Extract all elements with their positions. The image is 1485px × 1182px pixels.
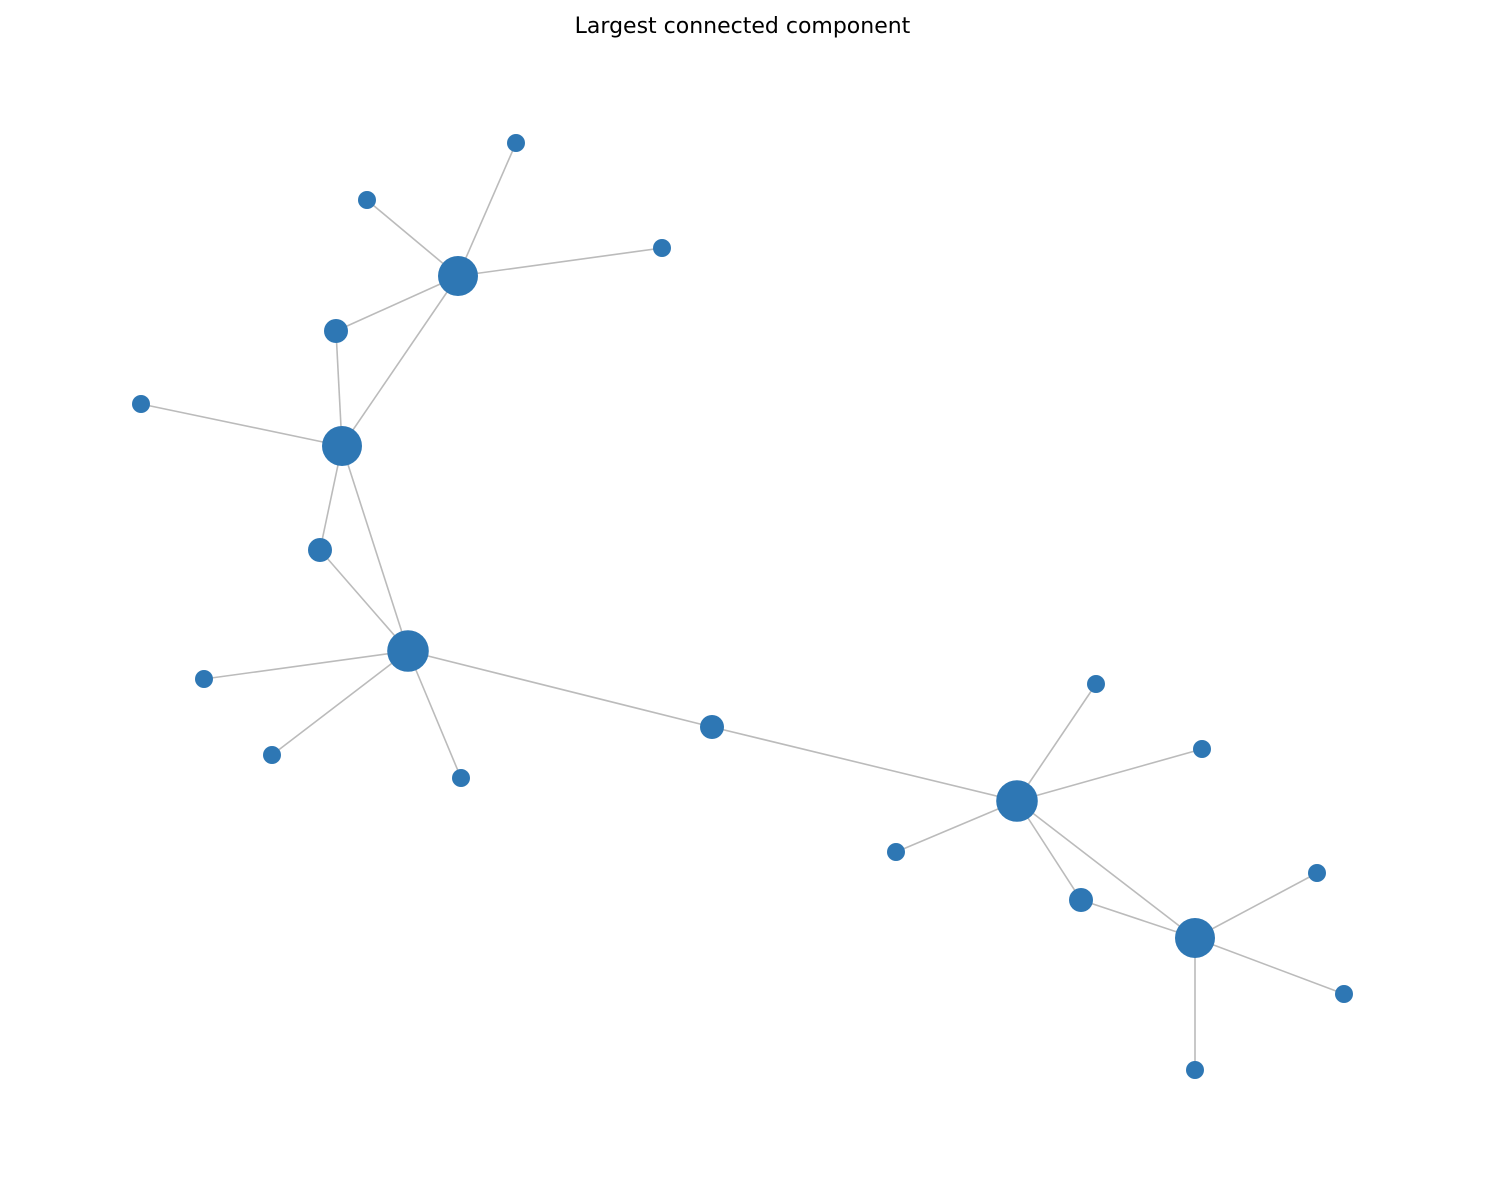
edge-n18-n19 [1080,899,1196,939]
node-n14 [996,780,1038,822]
node-n21 [1335,985,1353,1003]
edge-n14-n19 [1016,800,1196,939]
edge-n19-n20 [1194,872,1318,939]
figure-title: Largest connected component [575,14,911,39]
node-n10 [195,670,213,688]
edge-n9-n12 [407,650,462,779]
edge-n1-n4 [457,247,663,277]
node-n4 [653,239,671,257]
node-n17 [887,843,905,861]
edges-layer [140,142,1345,1070]
node-n11 [263,746,281,764]
edge-n6-n7 [140,403,343,447]
edge-n19-n21 [1194,937,1345,995]
edge-n8-n9 [319,549,409,652]
node-n15 [1087,675,1105,693]
node-n19 [1175,918,1215,958]
node-n6 [322,426,362,466]
node-n12 [452,769,470,787]
node-n22 [1186,1061,1204,1079]
edge-n1-n6 [341,275,459,447]
node-n3 [507,134,525,152]
node-n1 [438,256,478,296]
edge-n6-n9 [341,445,409,652]
edge-n14-n15 [1016,683,1097,802]
edge-n9-n10 [203,650,409,680]
edge-n1-n3 [457,142,517,277]
node-n5 [324,319,348,343]
node-n20 [1308,864,1326,882]
node-n13 [700,715,724,739]
node-n18 [1069,888,1093,912]
edge-n13-n14 [711,726,1018,802]
edge-n14-n16 [1016,748,1203,802]
node-n8 [308,538,332,562]
edge-n1-n5 [335,275,459,332]
edge-n9-n11 [271,650,409,756]
node-n7 [132,395,150,413]
edge-n9-n13 [407,650,713,728]
edge-n14-n17 [895,800,1018,853]
node-n9 [387,630,429,672]
node-n16 [1193,740,1211,758]
node-n2 [358,191,376,209]
nodes-layer [132,134,1353,1079]
